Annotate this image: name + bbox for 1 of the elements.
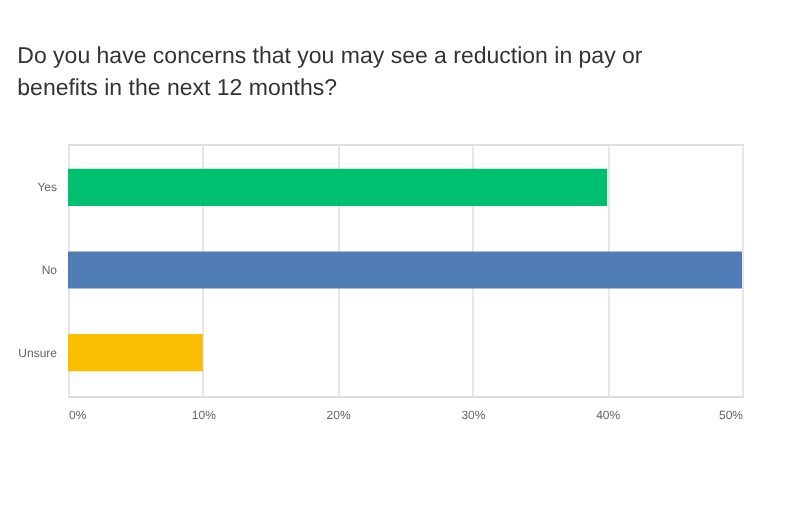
chart-title: Do you have concerns that you may see a reduction in pay or benefits in the next 12 months?	[17, 45, 643, 101]
